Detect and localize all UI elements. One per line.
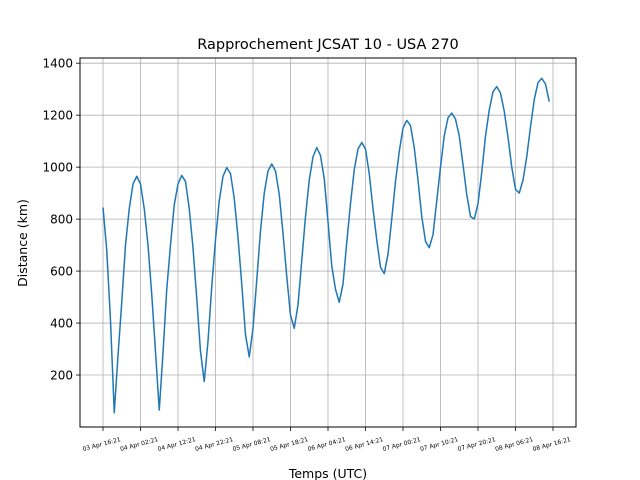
y-tick-label: 1000	[42, 161, 73, 175]
y-tick-label: 400	[50, 317, 73, 331]
y-tick-label: 1200	[42, 109, 73, 123]
x-tick-label: 08 Apr 16:21	[532, 436, 572, 453]
y-tick-label: 1400	[42, 57, 73, 71]
x-tick-label: 04 Apr 02:21	[119, 436, 159, 453]
y-axis: 200 400 600 800 1000 1200 1400	[42, 57, 80, 383]
x-tick-label: 07 Apr 00:21	[382, 436, 422, 453]
chart-title: Rapprochement JCSAT 10 - USA 270	[197, 37, 459, 53]
x-tick-label: 07 Apr 20:21	[457, 436, 497, 453]
x-tick-label: 03 Apr 16:21	[82, 436, 122, 453]
x-tick-label: 06 Apr 04:21	[307, 436, 347, 453]
x-tick-label: 04 Apr 22:21	[194, 436, 234, 453]
series-line	[102, 77, 550, 414]
x-tick-label: 07 Apr 10:21	[419, 436, 459, 453]
y-tick-label: 600	[50, 265, 73, 279]
x-tick-label: 06 Apr 14:21	[344, 436, 384, 453]
x-tick-label: 05 Apr 18:21	[269, 436, 309, 453]
x-tick-label: 08 Apr 06:21	[494, 436, 534, 453]
y-tick-label: 800	[50, 213, 73, 227]
x-axis-label: Temps (UTC)	[288, 466, 367, 480]
x-tick-label: 05 Apr 08:21	[232, 436, 272, 453]
x-tick-label: 04 Apr 12:21	[157, 436, 197, 453]
y-axis-label: Distance (km)	[15, 199, 30, 287]
y-tick-label: 200	[50, 369, 73, 383]
